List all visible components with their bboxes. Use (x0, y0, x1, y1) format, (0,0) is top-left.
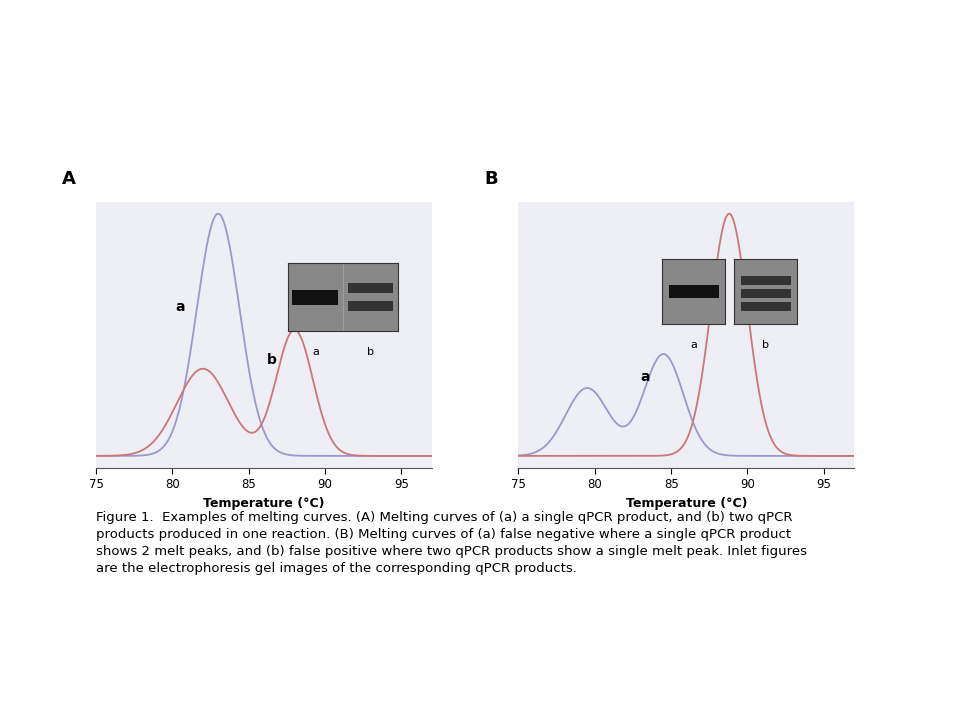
X-axis label: Temperature (°C): Temperature (°C) (204, 497, 324, 510)
Text: a: a (690, 340, 697, 350)
Bar (741, 302, 791, 311)
Text: B: B (485, 171, 498, 189)
Text: b: b (705, 275, 714, 289)
Text: a: a (312, 347, 319, 357)
Text: a: a (640, 370, 650, 384)
Text: b: b (267, 353, 276, 367)
Bar (293, 290, 338, 305)
Bar (348, 283, 393, 293)
Bar (669, 285, 718, 298)
Text: Figure 1.  Examples of melting curves. (A) Melting curves of (a) a single qPCR p: Figure 1. Examples of melting curves. (A… (96, 511, 807, 575)
Text: b: b (368, 347, 374, 357)
Text: a: a (176, 300, 185, 314)
Text: A: A (62, 171, 76, 189)
Bar (348, 301, 393, 311)
Bar (741, 276, 791, 285)
X-axis label: Temperature (°C): Temperature (°C) (626, 497, 747, 510)
Bar (741, 289, 791, 298)
Text: b: b (762, 340, 769, 350)
